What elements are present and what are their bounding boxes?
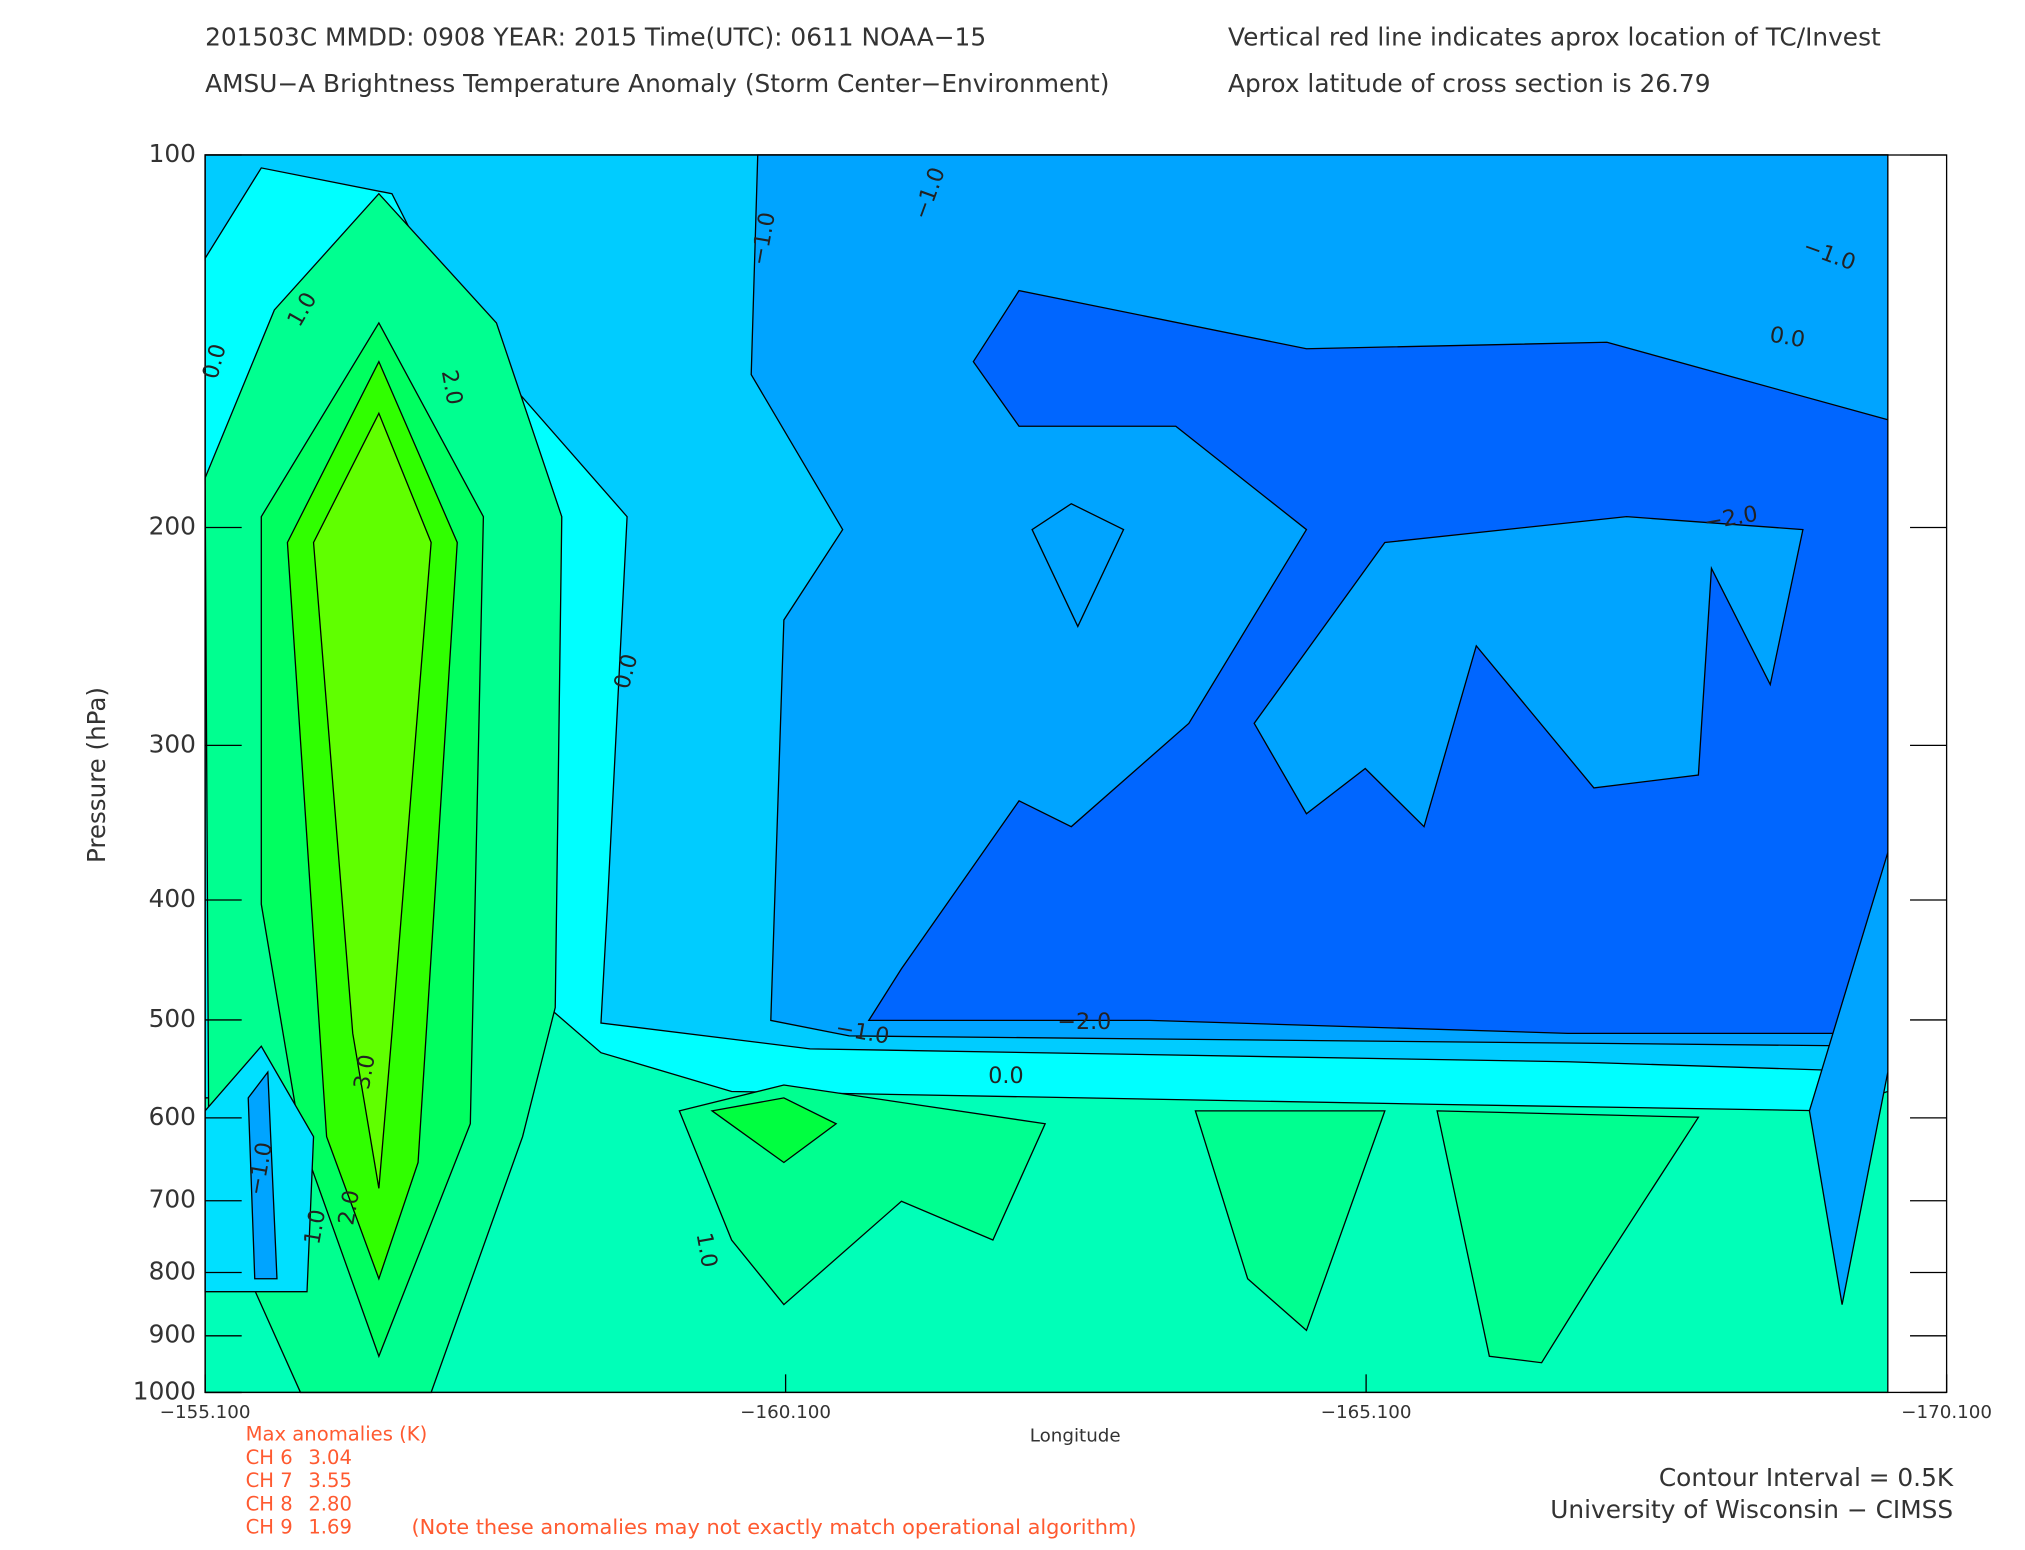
anomaly-note: (Note these anomalies may not exactly ma… [412,1515,1137,1539]
anomaly-channel: CH 8 [246,1492,293,1515]
contour-label: −2.0 [1057,1010,1111,1035]
anomaly-channel: CH 9 [246,1516,293,1539]
fill-region [1808,852,1889,1305]
fill-region [1253,516,1804,828]
x-tick-label: −160.100 [740,1402,831,1423]
credit: University of Wisconsin − CIMSS [1550,1495,1953,1524]
anomaly-value: 3.55 [308,1469,352,1492]
fill-region [312,411,432,1189]
contour-fills [204,154,1889,1394]
fill-region [710,1097,838,1164]
header-line: AMSU−A Brightness Temperature Anomaly (S… [205,69,1109,98]
plot-frame [204,154,1948,1394]
contour-label: 1.0 [691,1231,722,1270]
x-axis-label: Longitude [1030,1425,1121,1446]
x-tick-label: −155.100 [160,1402,251,1423]
contour-label: 2.0 [436,368,467,407]
y-tick-label: 100 [149,139,196,168]
note-line: Aprox latitude of cross section is 26.79 [1228,69,1710,98]
anomaly-value: 3.04 [308,1446,352,1469]
contour-interval: Contour Interval = 0.5K [1659,1463,1954,1492]
fill-region [1194,1110,1386,1332]
contour-label: 3.0 [350,1053,381,1092]
fill-region [1031,503,1125,628]
anomaly-title: Max anomalies (K) [246,1423,428,1446]
header-line: 201503C MMDD: 0908 YEAR: 2015 Time(UTC):… [205,23,986,52]
y-tick-label: 800 [149,1257,196,1286]
y-tick-label: 1000 [133,1377,196,1406]
y-tick-label: 500 [149,1004,196,1033]
contour-label: 1.0 [300,1208,331,1247]
anomaly-value: 1.69 [308,1516,352,1539]
anomaly-channel: CH 6 [246,1446,293,1469]
anomaly-value: 2.80 [308,1492,352,1515]
y-tick-label: 700 [149,1185,196,1214]
anomaly-channel: CH 7 [246,1469,293,1492]
y-tick-label: 300 [149,729,196,758]
contour-label: 0.0 [988,1064,1023,1089]
contour-label: 0.0 [1768,323,1807,354]
y-axis-label: Pressure (hPa) [82,687,111,863]
y-tick-label: 900 [149,1320,196,1349]
fill-region [1436,1110,1700,1364]
fill-region [247,1070,278,1280]
x-tick-label: −165.100 [1321,1402,1412,1423]
y-tick-label: 600 [149,1102,196,1131]
note-line: Vertical red line indicates aprox locati… [1228,23,1881,52]
contour-label: 2.0 [334,1188,365,1227]
y-tick-label: 400 [149,884,196,913]
y-tick-label: 200 [149,512,196,541]
x-tick-label: −170.100 [1901,1402,1992,1423]
